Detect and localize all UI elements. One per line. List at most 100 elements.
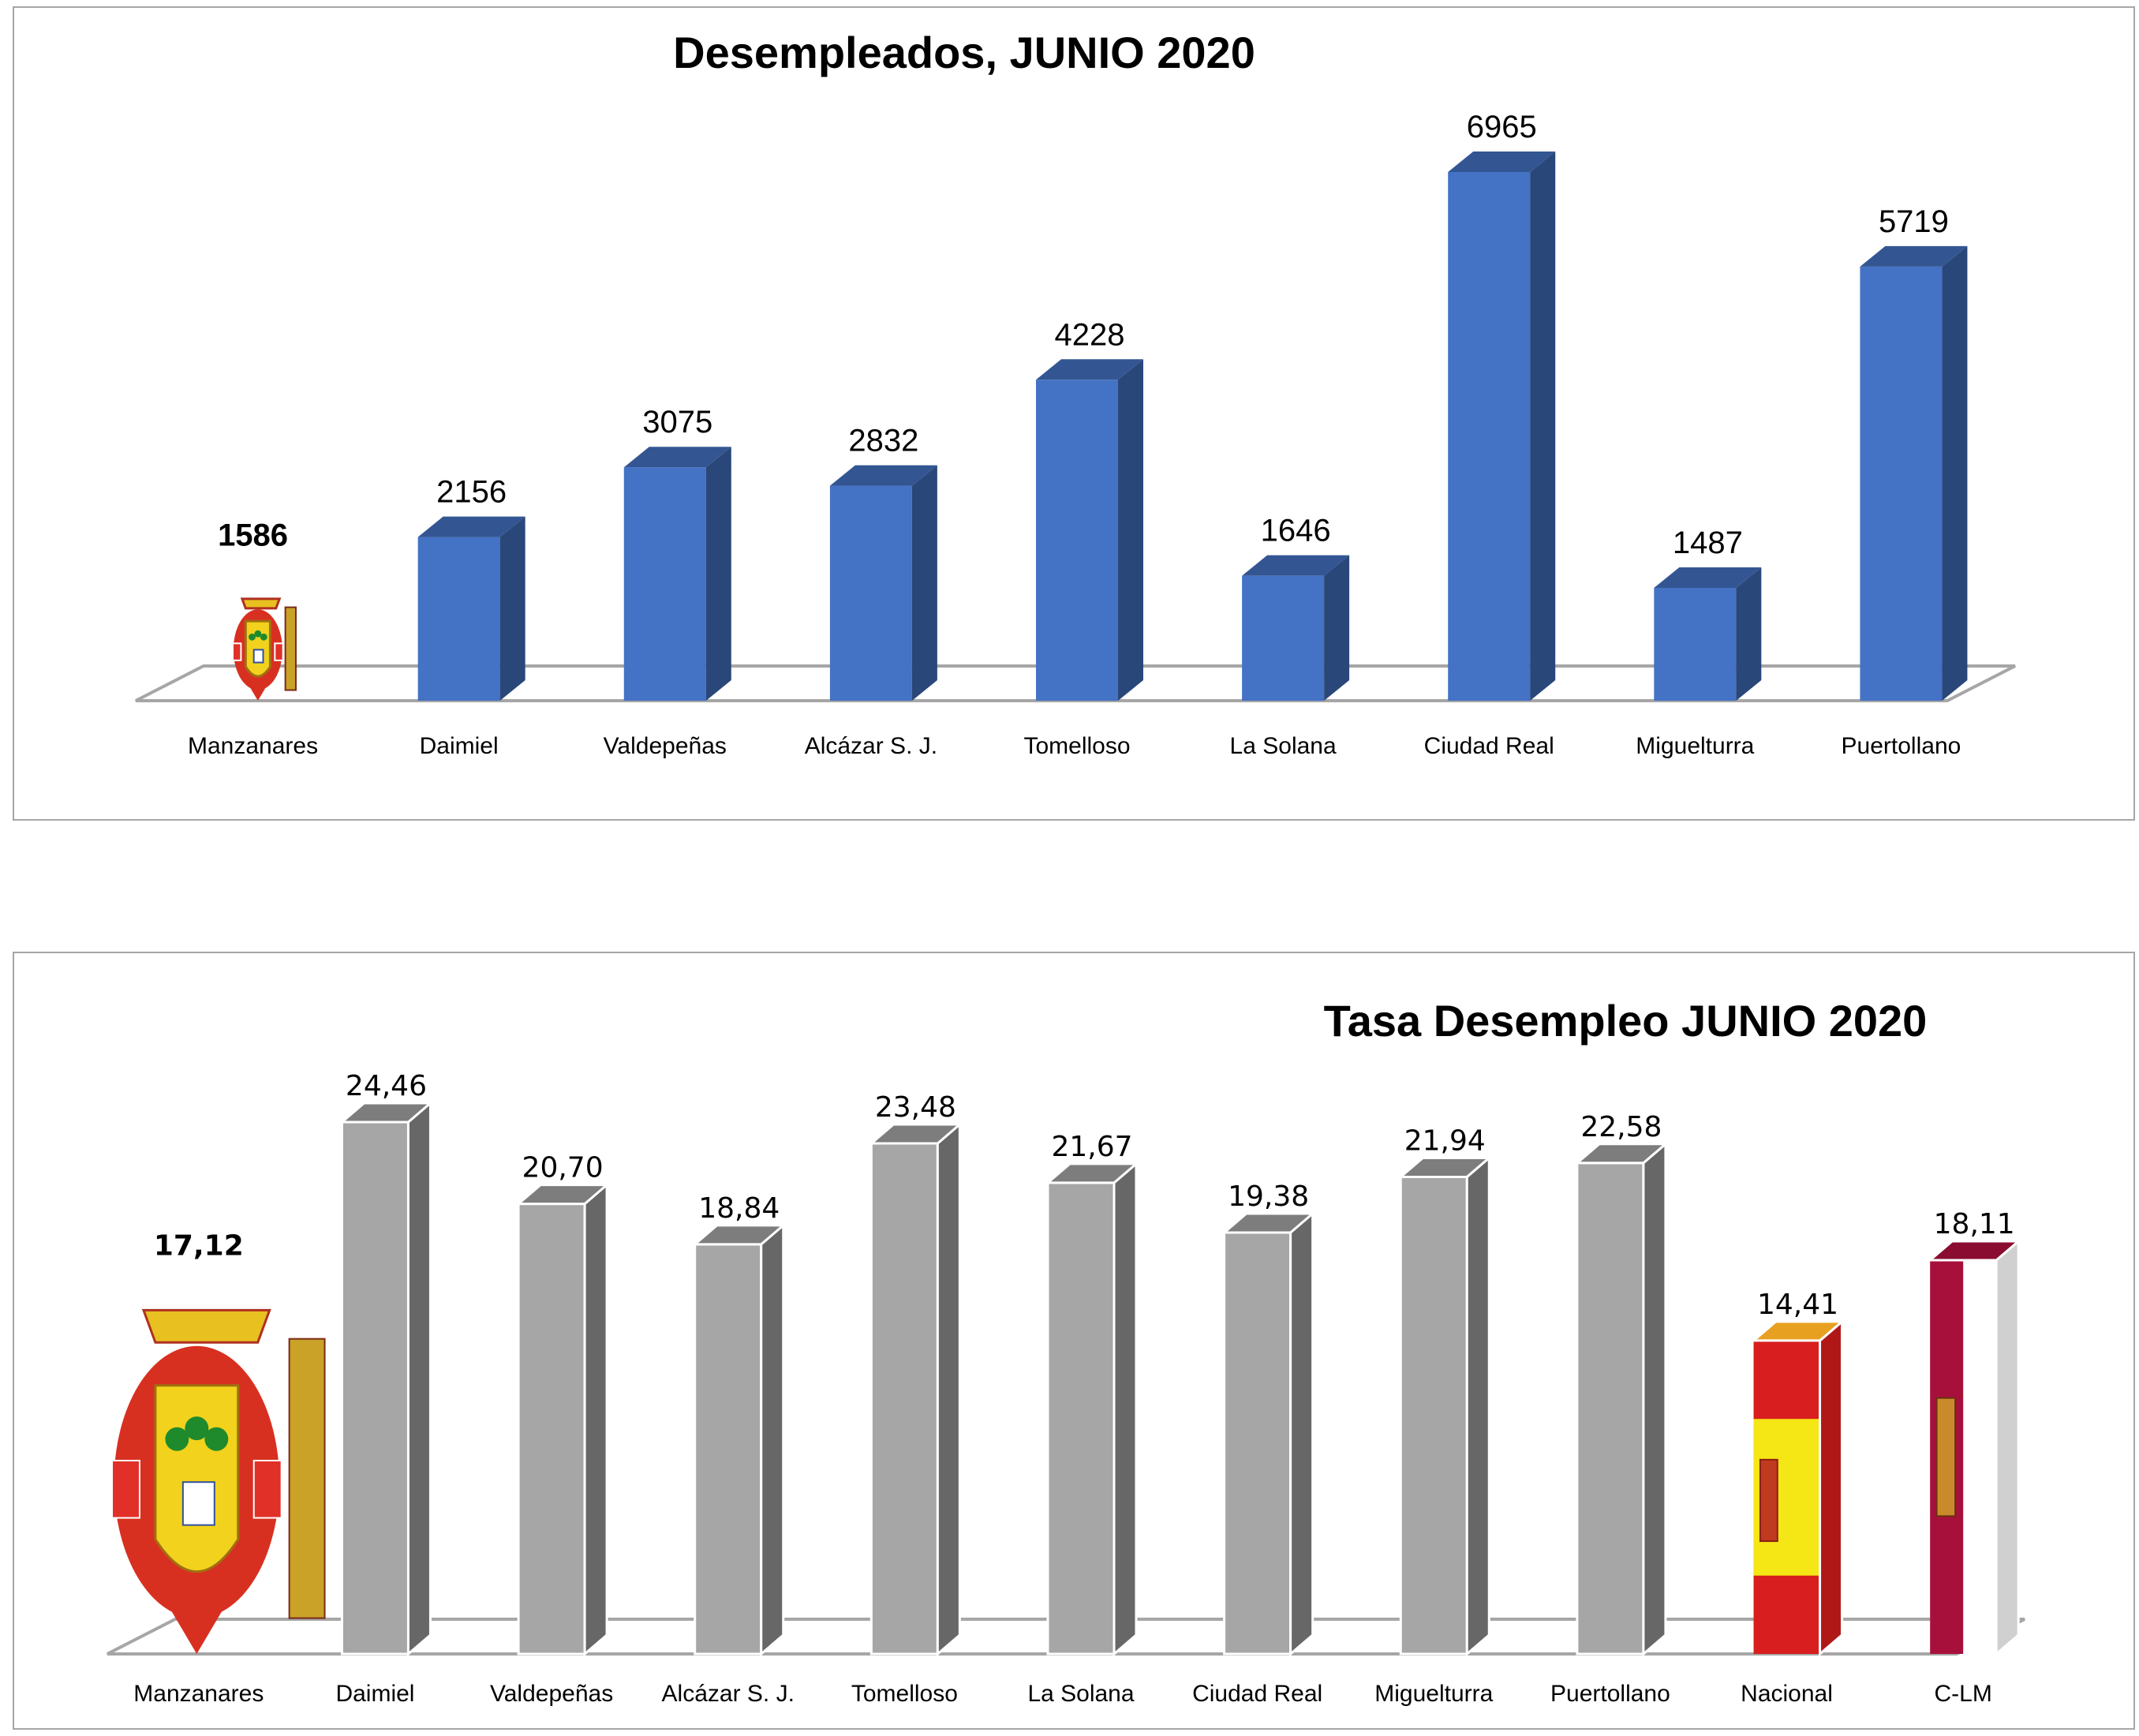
bar-front — [340, 1121, 409, 1656]
category-label: Manzanares — [188, 733, 318, 759]
bar-side — [760, 1222, 785, 1657]
bar-top — [1242, 555, 1350, 576]
value-label: 3075 — [642, 405, 712, 440]
bar-top — [1221, 1212, 1316, 1234]
bar-tomelloso — [1036, 359, 1143, 701]
bar-top — [868, 1123, 963, 1145]
bar-side — [936, 1121, 961, 1657]
bar-front — [1448, 172, 1531, 701]
bar-side — [705, 447, 731, 701]
value-label: 22,58 — [1580, 1111, 1662, 1143]
bar-front — [1654, 587, 1737, 701]
bar-nacional — [1750, 1319, 1845, 1657]
bar-side — [1465, 1155, 1490, 1657]
bar-alcázar-s-j- — [829, 465, 937, 701]
bar-front — [694, 1243, 763, 1656]
category-label: Ciudad Real — [1192, 1681, 1322, 1707]
bar-side — [499, 516, 525, 701]
bar-side — [406, 1100, 432, 1657]
category-label: Alcázar S. J. — [662, 1681, 795, 1707]
category-label: Ciudad Real — [1424, 733, 1554, 759]
bar-front — [517, 1203, 586, 1656]
category-label: Valdepeñas — [490, 1681, 613, 1707]
bar-front — [869, 1142, 939, 1656]
bar-top — [417, 516, 525, 537]
bar-side — [1289, 1210, 1314, 1657]
bar-front — [417, 537, 500, 701]
value-label: 21,94 — [1404, 1124, 1486, 1157]
bar-front — [829, 485, 912, 701]
chart-desempleados: 1586 Manzanares 2156 Daimiel 3075 Valdepeñas 2… — [135, 110, 2016, 759]
value-label: 6965 — [1467, 110, 1537, 144]
bar-c-lm — [1927, 1238, 2022, 1657]
bar-top — [338, 1102, 434, 1124]
bar-front — [1576, 1162, 1645, 1656]
chart-title-tasa-desempleo: Tasa Desempleo JUNIO 2020 — [1324, 996, 1928, 1046]
bar-side — [1736, 567, 1762, 701]
bar-front — [1036, 380, 1118, 701]
value-label: 20,70 — [522, 1152, 604, 1184]
clm-castle-icon — [1935, 1397, 1957, 1517]
bar-top — [1750, 1320, 1845, 1342]
value-label: 1646 — [1261, 514, 1331, 548]
bar-ciudad-real — [1448, 152, 1556, 701]
bar-top — [1573, 1143, 1669, 1165]
bar-miguelturra — [1654, 567, 1762, 701]
category-label: Valdepeñas — [604, 733, 727, 759]
coat-of-arms-icon — [111, 1308, 326, 1654]
bar-top — [1654, 567, 1762, 588]
bar-front — [623, 467, 706, 701]
bar-side — [1530, 152, 1556, 701]
value-label: 18,84 — [698, 1192, 780, 1225]
bar-front — [1046, 1181, 1116, 1656]
category-label: Miguelturra — [1374, 1681, 1493, 1707]
bar-side — [1642, 1141, 1667, 1657]
bar-daimiel — [417, 516, 525, 701]
spain-coat-icon — [1759, 1458, 1778, 1543]
value-label: 1586 — [218, 518, 288, 552]
bar-top — [829, 465, 937, 486]
category-label: Alcázar S. J. — [805, 733, 937, 759]
bar-la-solana — [1044, 1161, 1140, 1657]
bar-tomelloso — [868, 1121, 963, 1657]
bar-miguelturra — [1397, 1155, 1493, 1657]
bar-puertollano — [1860, 245, 1968, 702]
chart-tasa-desempleo: 17,12 Manzanares 24,46 Daimiel 20,70 Valdepeñ… — [107, 1070, 2025, 1707]
bar-front — [1860, 266, 1943, 702]
bar-valdepeñas — [515, 1182, 611, 1657]
bar-ciudad-real — [1221, 1210, 1316, 1657]
category-label: Puertollano — [1550, 1681, 1670, 1707]
bar-side — [911, 465, 937, 701]
bar-top — [1044, 1162, 1140, 1184]
bar-front — [1242, 575, 1325, 701]
category-label: Tomelloso — [1023, 733, 1130, 759]
chart-floor — [135, 664, 2016, 702]
value-label: 2156 — [436, 475, 507, 510]
bar-top — [1397, 1156, 1493, 1178]
bar-top — [1927, 1240, 2022, 1262]
value-label: 18,11 — [1934, 1208, 2015, 1240]
bar-front — [1399, 1175, 1468, 1656]
bar-top — [515, 1184, 611, 1206]
bar-front — [1223, 1231, 1292, 1656]
value-label: 1487 — [1673, 526, 1743, 560]
bar-daimiel — [338, 1100, 434, 1657]
category-label: Daimiel — [420, 733, 499, 759]
coat-of-arms-icon — [232, 597, 297, 701]
bar-side — [1118, 359, 1143, 701]
value-label: 2832 — [848, 424, 918, 458]
value-label: 17,12 — [154, 1229, 244, 1262]
bar-puertollano — [1573, 1141, 1669, 1657]
category-label: La Solana — [1230, 733, 1337, 759]
value-label: 19,38 — [1228, 1180, 1309, 1213]
bar-side — [1942, 245, 1968, 702]
value-label: 21,67 — [1051, 1131, 1132, 1163]
category-label: Tomelloso — [851, 1681, 958, 1707]
bar-top — [1448, 152, 1556, 172]
value-label: 5719 — [1879, 204, 1949, 239]
bar-valdepeñas — [623, 447, 731, 701]
bar-side — [1113, 1161, 1138, 1657]
value-label: 24,46 — [346, 1070, 427, 1102]
bar-top — [1860, 245, 1968, 267]
